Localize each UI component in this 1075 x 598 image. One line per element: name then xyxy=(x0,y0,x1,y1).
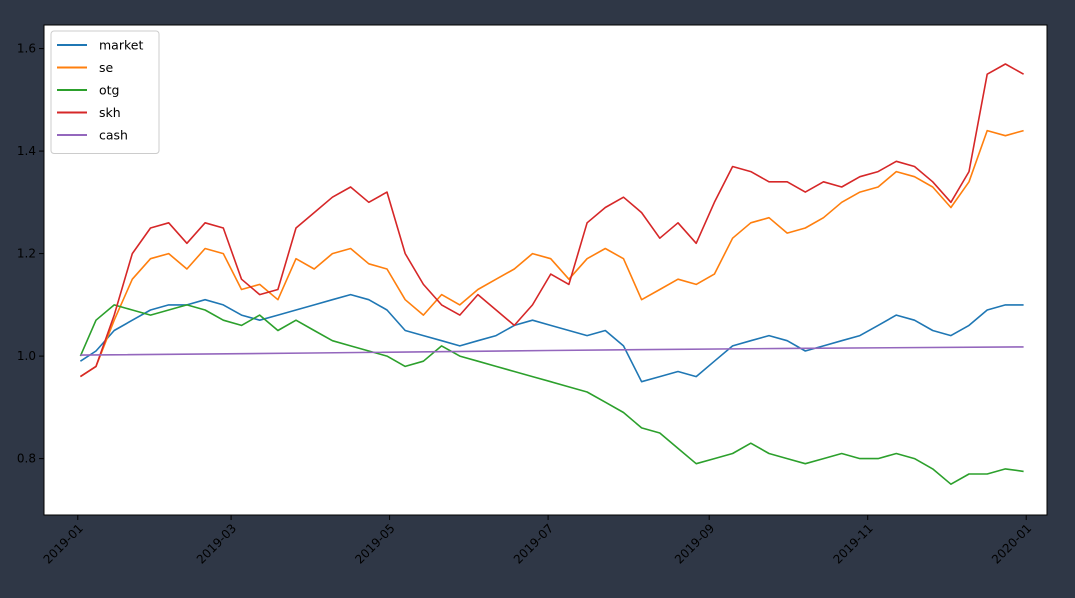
y-tick-label: 1.6 xyxy=(17,42,36,56)
y-tick-label: 0.8 xyxy=(17,452,36,466)
series-layer xyxy=(79,63,1024,485)
x-tick-label: 2019-07 xyxy=(511,521,556,566)
series-line-otg xyxy=(79,304,1024,485)
plot-area xyxy=(44,25,1047,515)
x-tick-label: 2020-01 xyxy=(989,521,1034,566)
series-line-se xyxy=(79,129,1024,378)
series-line-cash xyxy=(80,346,1024,356)
x-tick-label: 2019-01 xyxy=(41,521,86,566)
legend: market se otg skh cash xyxy=(50,30,160,154)
legend-label-se: se xyxy=(99,60,114,75)
x-axis: 2019-01 2019-03 2019-05 2019-07 2019-09 2019-… xyxy=(41,515,1034,567)
y-axis: 0.8 1.0 1.2 1.4 1.6 xyxy=(17,42,44,466)
x-tick-label: 2019-05 xyxy=(352,521,397,566)
y-tick-label: 1.4 xyxy=(17,144,36,158)
x-tick-label: 2019-03 xyxy=(194,521,239,566)
legend-label-skh: skh xyxy=(99,105,121,120)
legend-label-cash: cash xyxy=(99,128,128,143)
legend-label-otg: otg xyxy=(99,83,119,98)
x-tick-label: 2019-09 xyxy=(672,521,717,566)
x-tick-label: 2019-11 xyxy=(830,521,875,566)
series-line-market xyxy=(79,293,1024,383)
plot-frame xyxy=(43,24,1048,516)
series-line-skh xyxy=(79,63,1024,378)
y-tick-label: 1.2 xyxy=(17,247,36,261)
y-tick-label: 1.0 xyxy=(17,349,36,363)
legend-box xyxy=(50,30,160,154)
legend-label-market: market xyxy=(99,38,143,53)
